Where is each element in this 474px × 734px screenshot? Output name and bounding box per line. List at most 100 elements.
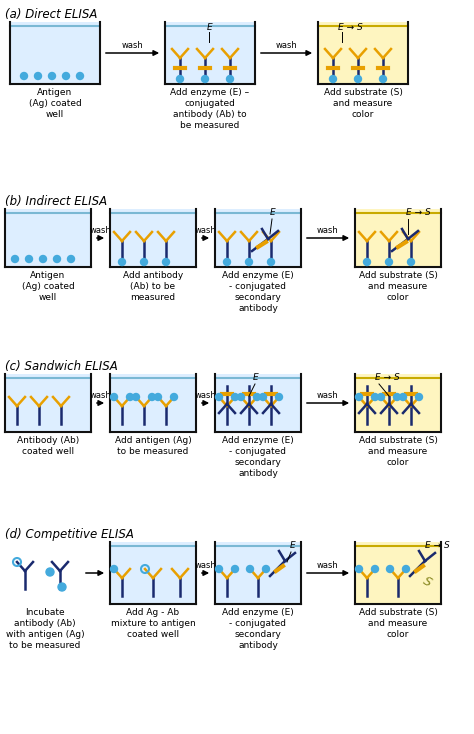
Circle shape bbox=[216, 565, 222, 573]
Circle shape bbox=[63, 73, 70, 79]
FancyBboxPatch shape bbox=[110, 374, 196, 432]
Text: wash: wash bbox=[195, 391, 216, 400]
Circle shape bbox=[11, 255, 18, 263]
Circle shape bbox=[118, 258, 126, 266]
FancyBboxPatch shape bbox=[355, 374, 441, 432]
Text: wash: wash bbox=[317, 226, 339, 235]
Circle shape bbox=[224, 258, 230, 266]
Circle shape bbox=[400, 393, 407, 401]
Text: wash: wash bbox=[195, 561, 216, 570]
Circle shape bbox=[385, 258, 392, 266]
Circle shape bbox=[416, 393, 422, 401]
Text: S: S bbox=[420, 575, 434, 589]
Circle shape bbox=[231, 393, 238, 401]
Text: wash: wash bbox=[90, 391, 111, 400]
Text: Incubate
antibody (Ab)
with antigen (Ag)
to be measured: Incubate antibody (Ab) with antigen (Ag)… bbox=[6, 608, 84, 650]
Circle shape bbox=[67, 255, 74, 263]
Circle shape bbox=[246, 258, 253, 266]
Circle shape bbox=[163, 258, 170, 266]
Text: Add enzyme (E)
- conjugated
secondary
antibody: Add enzyme (E) - conjugated secondary an… bbox=[222, 608, 294, 650]
FancyBboxPatch shape bbox=[5, 374, 91, 432]
Text: Add substrate (S)
and measure
color: Add substrate (S) and measure color bbox=[358, 436, 438, 468]
Text: Add antigen (Ag)
to be measured: Add antigen (Ag) to be measured bbox=[115, 436, 191, 456]
FancyBboxPatch shape bbox=[355, 209, 441, 267]
FancyBboxPatch shape bbox=[5, 209, 91, 267]
Text: Add substrate (S)
and measure
color: Add substrate (S) and measure color bbox=[358, 608, 438, 639]
Text: Add enzyme (E) –
conjugated
antibody (Ab) to
be measured: Add enzyme (E) – conjugated antibody (Ab… bbox=[171, 88, 250, 131]
Text: wash: wash bbox=[317, 561, 339, 570]
FancyBboxPatch shape bbox=[318, 22, 408, 84]
Circle shape bbox=[355, 76, 362, 82]
Text: E → S: E → S bbox=[425, 541, 450, 550]
FancyBboxPatch shape bbox=[110, 542, 196, 604]
Circle shape bbox=[372, 393, 379, 401]
Circle shape bbox=[26, 255, 33, 263]
Circle shape bbox=[263, 565, 270, 573]
Circle shape bbox=[127, 393, 134, 401]
Text: (d) Competitive ELISA: (d) Competitive ELISA bbox=[5, 528, 134, 541]
Circle shape bbox=[377, 393, 384, 401]
Circle shape bbox=[246, 565, 254, 573]
Circle shape bbox=[35, 73, 42, 79]
Text: (b) Indirect ELISA: (b) Indirect ELISA bbox=[5, 195, 107, 208]
Circle shape bbox=[356, 565, 363, 573]
Circle shape bbox=[329, 76, 337, 82]
Text: Add enzyme (E)
- conjugated
secondary
antibody: Add enzyme (E) - conjugated secondary an… bbox=[222, 436, 294, 479]
Text: Add substrate (S)
and measure
color: Add substrate (S) and measure color bbox=[324, 88, 402, 119]
Circle shape bbox=[39, 255, 46, 263]
Text: wash: wash bbox=[317, 391, 339, 400]
Circle shape bbox=[140, 258, 147, 266]
Circle shape bbox=[58, 583, 66, 591]
Circle shape bbox=[48, 73, 55, 79]
Circle shape bbox=[133, 393, 139, 401]
FancyBboxPatch shape bbox=[215, 542, 301, 604]
Circle shape bbox=[254, 393, 261, 401]
Circle shape bbox=[408, 258, 414, 266]
Circle shape bbox=[171, 393, 177, 401]
Circle shape bbox=[148, 393, 155, 401]
Text: E: E bbox=[253, 373, 259, 382]
Text: Antigen
(Ag) coated
well: Antigen (Ag) coated well bbox=[28, 88, 82, 119]
Circle shape bbox=[54, 255, 61, 263]
Text: E → S: E → S bbox=[406, 208, 431, 217]
Text: wash: wash bbox=[195, 226, 216, 235]
Circle shape bbox=[259, 393, 266, 401]
Circle shape bbox=[364, 258, 371, 266]
FancyBboxPatch shape bbox=[10, 22, 100, 84]
Text: E: E bbox=[290, 541, 296, 550]
Text: Add enzyme (E)
- conjugated
secondary
antibody: Add enzyme (E) - conjugated secondary an… bbox=[222, 271, 294, 313]
Text: E → S: E → S bbox=[375, 373, 400, 382]
FancyBboxPatch shape bbox=[215, 209, 301, 267]
Circle shape bbox=[20, 73, 27, 79]
Circle shape bbox=[227, 76, 234, 82]
Text: wash: wash bbox=[275, 41, 297, 50]
Circle shape bbox=[356, 393, 363, 401]
Circle shape bbox=[275, 393, 283, 401]
Circle shape bbox=[380, 76, 386, 82]
Text: wash: wash bbox=[122, 41, 143, 50]
Text: E: E bbox=[207, 23, 213, 32]
Circle shape bbox=[231, 565, 238, 573]
Text: E → S: E → S bbox=[338, 23, 363, 32]
Circle shape bbox=[237, 393, 245, 401]
Circle shape bbox=[201, 76, 209, 82]
Text: Antibody (Ab)
coated well: Antibody (Ab) coated well bbox=[17, 436, 79, 456]
Text: (c) Sandwich ELISA: (c) Sandwich ELISA bbox=[5, 360, 118, 373]
Circle shape bbox=[393, 393, 401, 401]
FancyBboxPatch shape bbox=[110, 209, 196, 267]
FancyBboxPatch shape bbox=[165, 22, 255, 84]
Circle shape bbox=[176, 76, 183, 82]
Text: Add substrate (S)
and measure
color: Add substrate (S) and measure color bbox=[358, 271, 438, 302]
FancyBboxPatch shape bbox=[355, 542, 441, 604]
Circle shape bbox=[110, 565, 118, 573]
Circle shape bbox=[372, 565, 379, 573]
Circle shape bbox=[46, 568, 54, 576]
Text: Add antibody
(Ab) to be
measured: Add antibody (Ab) to be measured bbox=[123, 271, 183, 302]
Text: E: E bbox=[270, 208, 276, 217]
Circle shape bbox=[402, 565, 410, 573]
Circle shape bbox=[155, 393, 162, 401]
Circle shape bbox=[216, 393, 222, 401]
FancyBboxPatch shape bbox=[215, 374, 301, 432]
Text: (a) Direct ELISA: (a) Direct ELISA bbox=[5, 8, 97, 21]
Circle shape bbox=[386, 565, 393, 573]
